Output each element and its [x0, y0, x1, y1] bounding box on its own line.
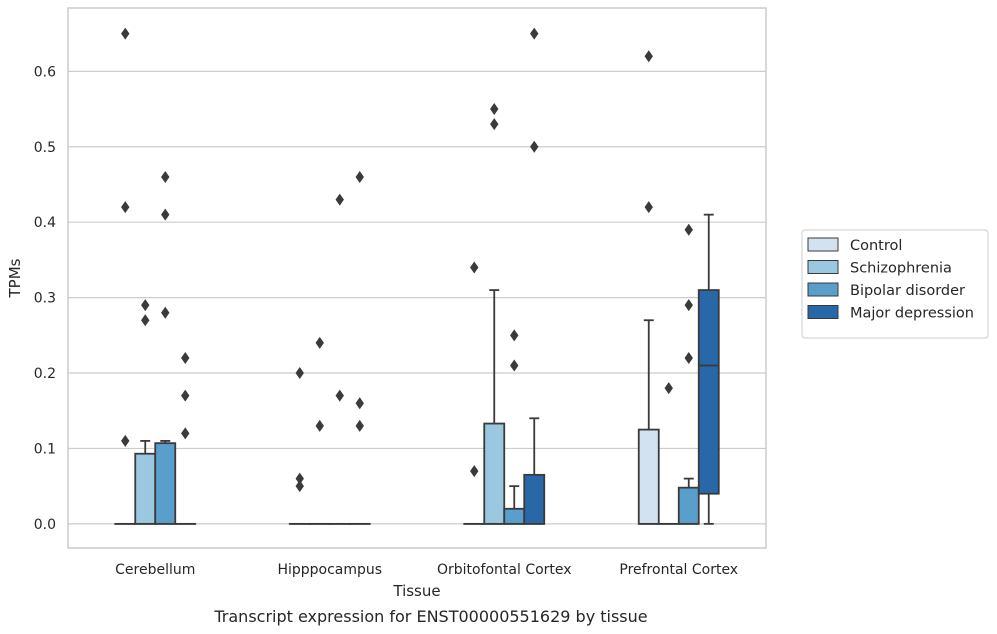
outlier-point [510, 329, 519, 342]
legend-label: Bipolar disorder [850, 283, 965, 299]
outlier-point [121, 27, 130, 40]
legend-swatch [807, 237, 839, 252]
legend-swatch [807, 282, 839, 297]
outlier-point [295, 472, 304, 485]
outlier-point [121, 434, 130, 447]
legend-label: Control [850, 238, 902, 254]
outlier-point [121, 201, 130, 214]
outlier-point [181, 427, 190, 440]
box-plot-marks [114, 27, 720, 525]
legend-swatch [807, 260, 839, 274]
legend-swatch [807, 305, 839, 319]
outlier-point [161, 170, 170, 183]
outlier-point [510, 359, 519, 372]
x-tick-label: Cerebellum [115, 562, 195, 578]
box [637, 428, 660, 525]
outlier-point [161, 208, 170, 221]
y-tick-label: 0.1 [34, 441, 56, 457]
y-axis-ticks: 0.0 0.1 0.2 0.3 0.4 0.5 0.6 [34, 64, 56, 533]
outlier-point [490, 118, 499, 131]
outlier-point [355, 397, 364, 410]
outlier-point [684, 299, 693, 312]
y-tick-label: 0.2 [34, 366, 56, 382]
outlier-point [355, 419, 364, 432]
outlier-point [470, 261, 479, 274]
y-tick-label: 0.0 [34, 517, 56, 533]
legend-label: Schizophrenia [850, 261, 952, 277]
outlier-point [644, 50, 653, 63]
box [503, 507, 526, 525]
outlier-point [335, 193, 344, 206]
outlier-point [355, 170, 364, 183]
box [523, 473, 546, 525]
outlier-point [315, 336, 324, 349]
legend-label: Major depression [850, 306, 974, 322]
box [483, 422, 506, 525]
y-tick-label: 0.4 [34, 215, 56, 231]
legend: Control Schizophrenia Bipolar disorder Majo… [801, 229, 989, 339]
outlier-point [684, 351, 693, 364]
outlier-point [530, 27, 539, 40]
y-tick-label: 0.5 [34, 140, 56, 156]
outlier-point [530, 140, 539, 153]
outlier-point [644, 201, 653, 214]
outlier-point [295, 367, 304, 380]
box [697, 289, 720, 495]
box [134, 452, 157, 525]
outlier-point [315, 419, 324, 432]
box [677, 486, 700, 525]
outlier-point [490, 103, 499, 116]
x-tick-label: Prefrontal Cortex [619, 562, 738, 578]
outlier-point [141, 314, 150, 327]
x-tick-label: Orbitofontal Cortex [437, 562, 572, 578]
box [154, 442, 177, 525]
x-tick-label: Hipppocampus [277, 562, 382, 578]
x-axis-label: Tissue [392, 582, 440, 600]
legend-frame [801, 229, 989, 339]
outlier-point [664, 382, 673, 395]
outlier-point [295, 480, 304, 493]
y-tick-label: 0.3 [34, 291, 56, 307]
y-tick-label: 0.6 [34, 64, 56, 80]
outlier-point [161, 306, 170, 319]
outlier-point [181, 389, 190, 402]
outlier-point [335, 389, 344, 402]
grid-lines [68, 70, 766, 525]
chart-caption: Transcript expression for ENST0000055162… [213, 607, 647, 626]
outlier-point [141, 299, 150, 312]
outlier-point [684, 223, 693, 236]
x-axis-ticks: Cerebellum Hipppocampus Orbitofontal Corte… [115, 562, 738, 578]
outlier-point [470, 465, 479, 478]
plot-frame [67, 7, 767, 549]
y-axis-label: TPMs [6, 258, 24, 298]
outlier-point [181, 351, 190, 364]
